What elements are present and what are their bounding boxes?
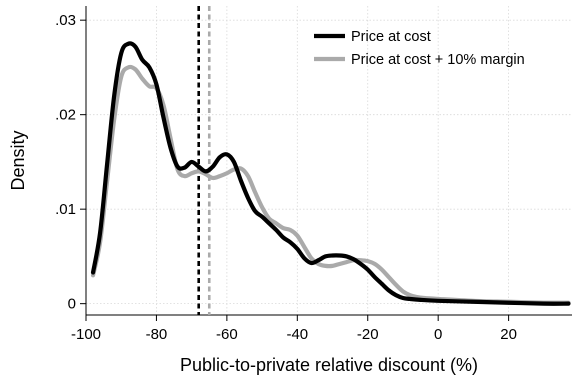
series-line-1: [90, 41, 571, 306]
y-tick-label: .02: [55, 107, 76, 124]
y-tick-label: .01: [55, 201, 76, 218]
y-tick-label: .03: [55, 12, 76, 29]
x-tick-label: -60: [216, 326, 238, 343]
y-axis-title: Density: [8, 130, 28, 190]
grid: [85, 6, 572, 315]
x-axis-title: Public-to-private relative discount (%): [180, 355, 478, 375]
legend-label-2: Price at cost + 10% margin: [351, 52, 525, 68]
legend-label-1: Price at cost: [351, 29, 431, 45]
series-line-2: [90, 64, 571, 305]
legend: Price at cost Price at cost + 10% margin: [314, 29, 525, 68]
reference-lines: [197, 6, 211, 315]
x-tick-label: -20: [357, 326, 379, 343]
y-tick-label: 0: [68, 296, 76, 313]
x-tick-label: -100: [71, 326, 101, 343]
x-tick-label: -40: [286, 326, 308, 343]
x-tick-label: 20: [500, 326, 517, 343]
axes: -100 -80 -60 -40 -20 0 20 0 .01 .02 .03: [55, 6, 572, 343]
x-tick-label: 0: [434, 326, 442, 343]
density-curves: [90, 41, 571, 306]
x-tick-label: -80: [146, 326, 168, 343]
